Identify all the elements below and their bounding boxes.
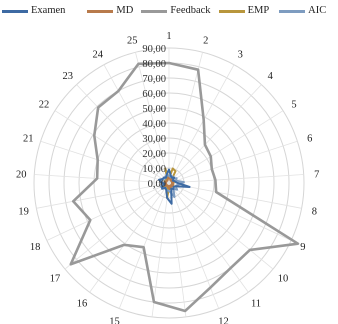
grid-spoke <box>168 182 292 241</box>
category-label: 6 <box>307 133 312 144</box>
radial-tick-label: 60,00 <box>142 89 166 100</box>
grid-spoke <box>118 182 170 309</box>
series-line-feedback <box>69 61 300 313</box>
legend-swatch-emp <box>218 9 245 13</box>
category-label: 16 <box>77 299 88 310</box>
legend-label-feedback: Feedback <box>170 5 211 16</box>
radial-tick-label: 20,00 <box>142 149 166 160</box>
legend-item-feedback: Feedback <box>141 4 211 18</box>
radial-tick-label: 90,00 <box>142 44 166 55</box>
radial-tick-label: 80,00 <box>142 59 166 70</box>
grid-spoke <box>34 174 170 184</box>
grid-spoke <box>168 110 284 184</box>
grid-spoke <box>151 182 170 317</box>
category-label: 11 <box>251 299 261 310</box>
grid-spoke <box>168 140 298 184</box>
legend-item-examen: Examen <box>2 4 65 18</box>
grid-spoke <box>168 64 235 184</box>
category-label: 9 <box>300 242 305 253</box>
chart-legend: Examen MD Feedback EMP AIC <box>0 2 338 20</box>
legend-swatch-examen <box>2 9 28 13</box>
grid-spoke <box>168 182 220 309</box>
category-label: 17 <box>50 273 61 284</box>
legend-label-md: MD <box>116 5 134 16</box>
grid-spoke <box>36 182 170 209</box>
legend-label-examen: Examen <box>31 5 66 16</box>
grid-spoke <box>89 182 170 293</box>
radial-tick-label: 40,00 <box>142 119 166 130</box>
legend-swatch-md <box>87 9 114 13</box>
legend-label-emp: EMP <box>247 5 270 16</box>
series-line-md <box>163 176 175 190</box>
grid-spoke <box>168 182 302 209</box>
legend-item-md: MD <box>87 4 133 18</box>
grid-spoke <box>168 52 203 184</box>
legend-swatch-feedback <box>141 9 168 13</box>
category-label: 15 <box>109 317 120 324</box>
category-label: 19 <box>18 207 29 218</box>
grid-spoke <box>40 140 170 184</box>
grid-spoke <box>64 182 170 270</box>
grid-spoke <box>168 182 274 270</box>
grid-spoke <box>168 182 249 293</box>
category-label: 18 <box>30 242 41 253</box>
series-line-examen <box>158 168 191 205</box>
category-label: 22 <box>39 100 50 111</box>
category-label: 10 <box>278 273 289 284</box>
category-label: 23 <box>62 71 73 82</box>
radial-tick-label: 50,00 <box>142 104 166 115</box>
legend-item-aic: AIC <box>279 4 326 18</box>
radial-tick-label: 0,00 <box>148 179 166 190</box>
legend-swatch-aic <box>279 9 306 13</box>
category-label: 12 <box>218 317 229 324</box>
grid-spoke <box>76 84 170 184</box>
grid-spoke <box>46 182 170 241</box>
category-label: 25 <box>127 36 138 47</box>
grid-spoke <box>103 64 170 184</box>
grid-spoke <box>54 110 170 184</box>
legend-item-emp: EMP <box>218 4 270 18</box>
category-label: 4 <box>268 71 274 82</box>
radial-tick-label: 10,00 <box>142 164 166 175</box>
category-label: 5 <box>291 100 296 111</box>
grid-spoke <box>135 52 170 184</box>
category-label: 21 <box>23 133 34 144</box>
grid-spoke <box>168 182 187 317</box>
grid-spoke <box>168 174 304 184</box>
category-label: 7 <box>314 170 319 181</box>
category-label: 1 <box>166 31 171 42</box>
category-label: 24 <box>92 49 103 60</box>
category-label: 20 <box>16 170 27 181</box>
category-label: 8 <box>312 207 317 218</box>
radial-tick-label: 70,00 <box>142 74 166 85</box>
grid-spoke <box>168 84 262 184</box>
legend-label-aic: AIC <box>308 5 327 16</box>
category-label: 2 <box>203 36 208 47</box>
category-label: 3 <box>238 49 243 60</box>
radial-tick-label: 30,00 <box>142 134 166 145</box>
